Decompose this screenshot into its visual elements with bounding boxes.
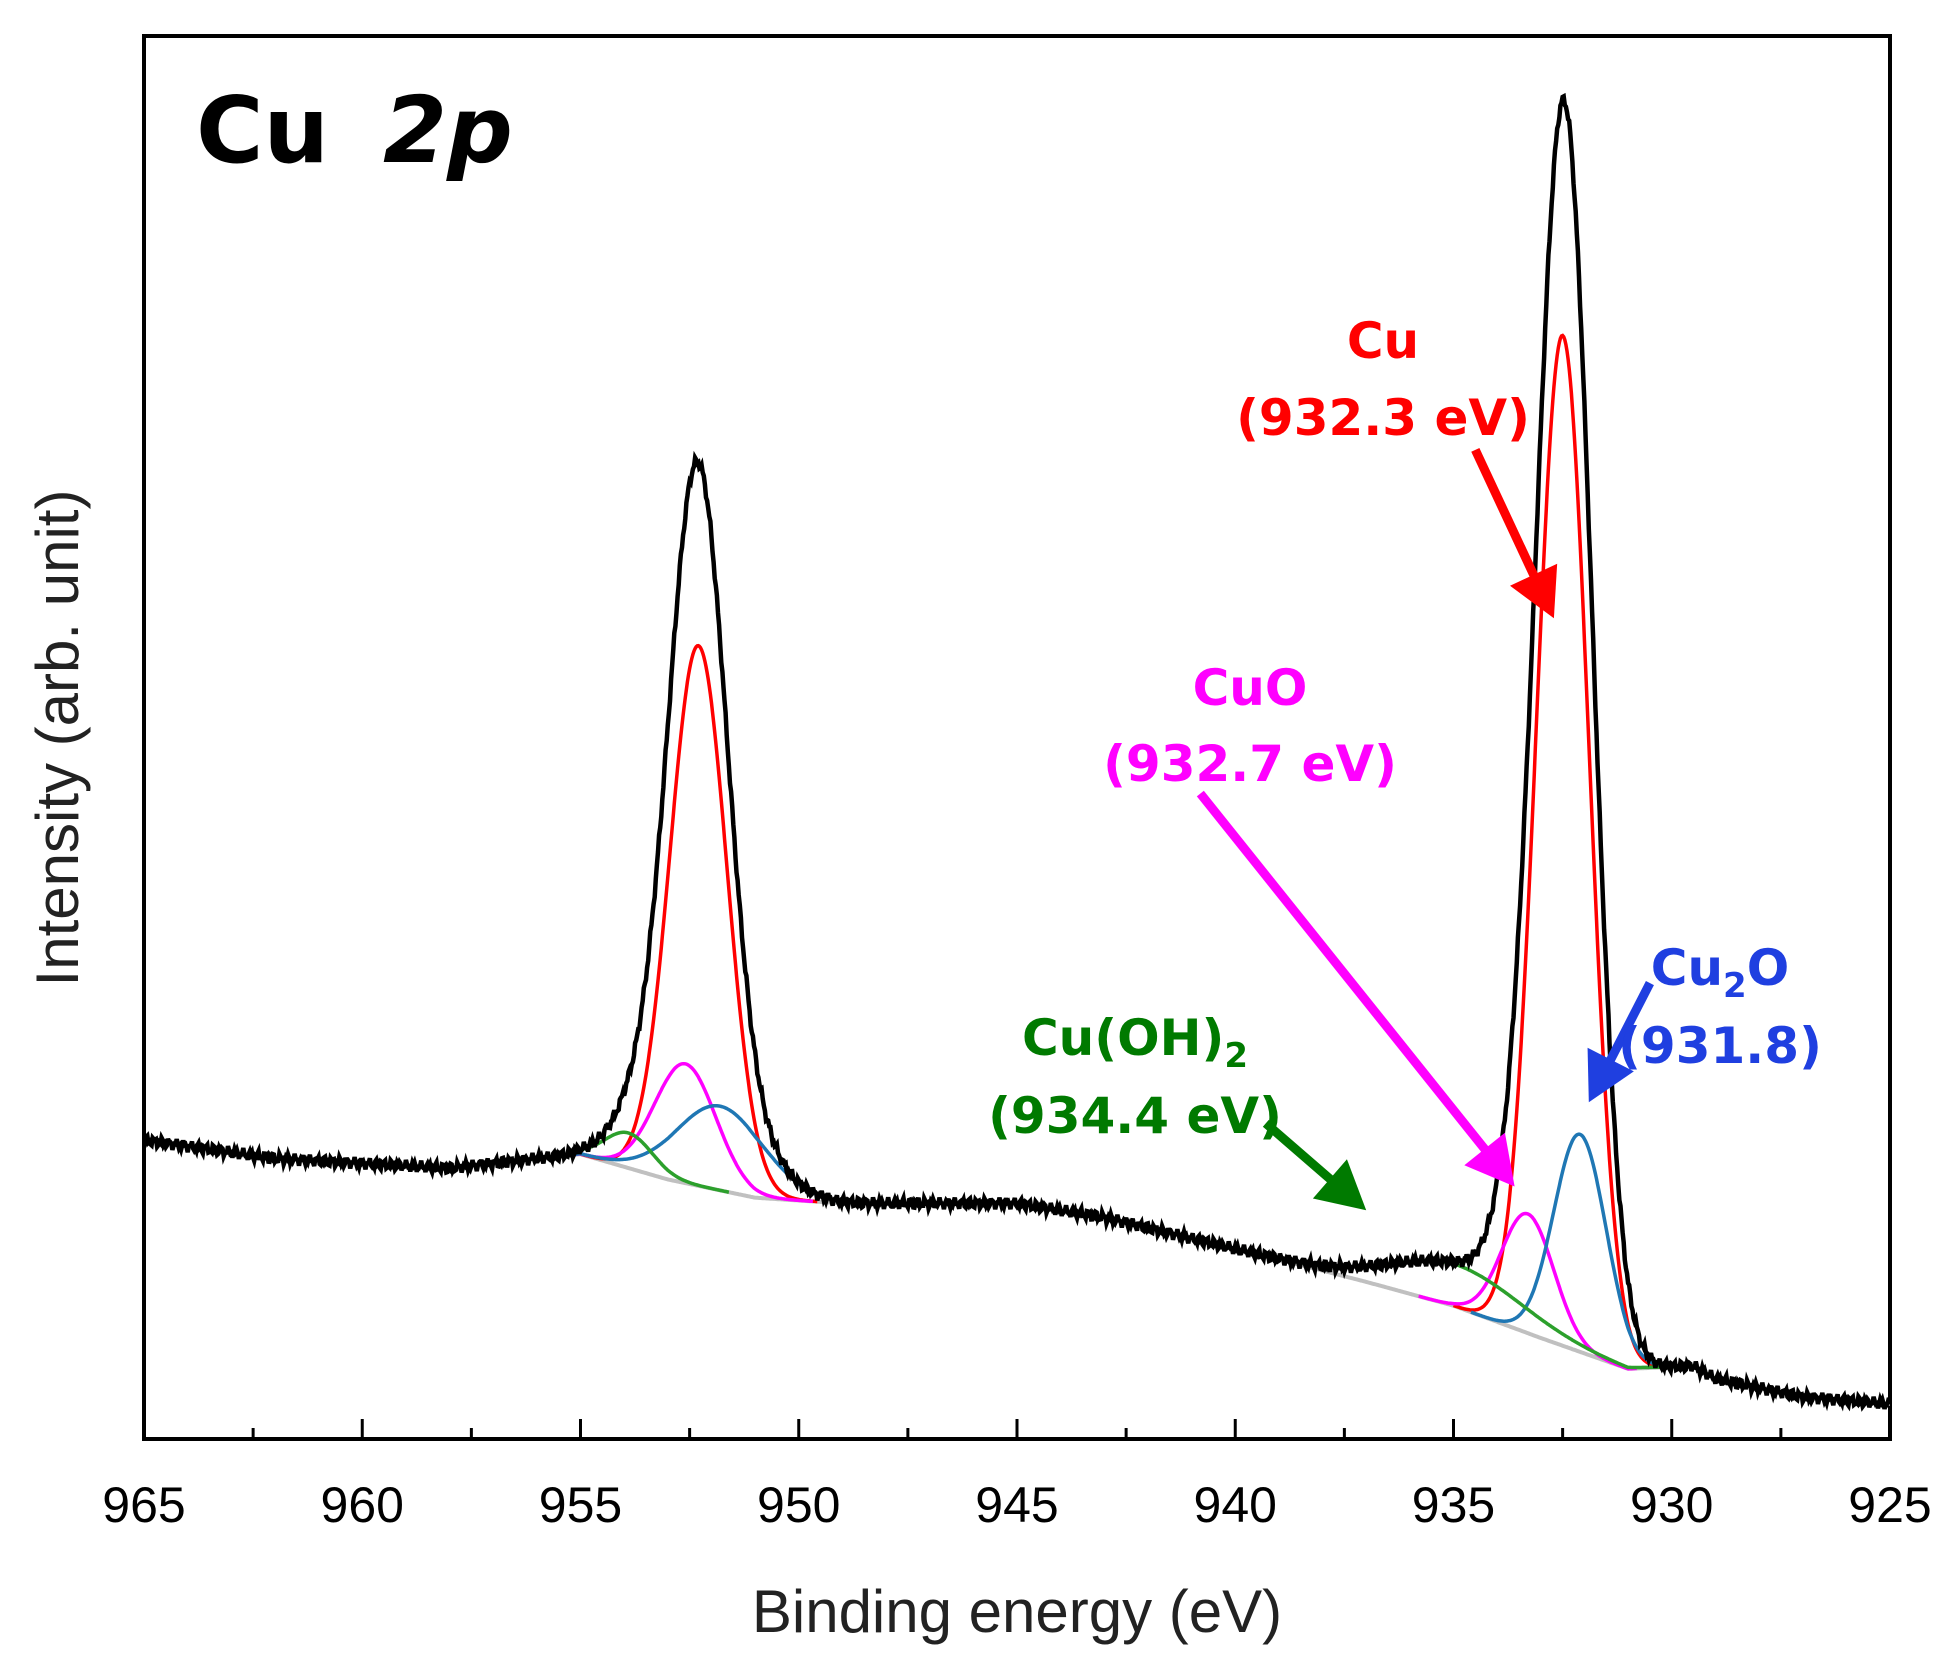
arrow-shaft [1471, 447, 1540, 581]
chart-title-orbital: 2p [383, 77, 513, 184]
arrow-cu [1471, 447, 1558, 619]
arrow-head [1464, 1132, 1515, 1187]
arrow-head [1587, 1047, 1634, 1103]
arrow-head [1510, 563, 1558, 619]
x-axis-tick-labels: 965 960 955 950 945 940 935 930 925 [102, 1477, 1931, 1533]
chart-title-element: Cu [196, 77, 329, 184]
x-tick-label: 925 [1848, 1477, 1931, 1533]
x-tick-label: 935 [1412, 1477, 1495, 1533]
annotation-cuoh2-label: Cu(OH)2 [1022, 1009, 1248, 1076]
annotation-cu-label: Cu [1347, 312, 1419, 370]
x-axis-ticks [142, 1419, 1892, 1439]
component-cuo-line [1418, 1211, 1637, 1371]
arrow-shaft [1196, 790, 1491, 1155]
arrow-cu2o [1587, 980, 1654, 1103]
annotation-cu-energy: (932.3 eV) [1236, 389, 1530, 447]
x-tick-label: 940 [1194, 1477, 1277, 1533]
envelope-line [144, 92, 1890, 1412]
y-axis-label: Intensity (arb. unit) [24, 490, 91, 987]
x-tick-label: 960 [321, 1477, 404, 1533]
arrow-shaft [1262, 1119, 1336, 1185]
annotation-cu2o-energy: (931.8) [1618, 1017, 1822, 1075]
x-tick-label: 950 [757, 1477, 840, 1533]
annotation-cuoh2-base: Cu(OH) [1022, 1009, 1224, 1067]
x-tick-label: 965 [102, 1477, 185, 1533]
chart-title: Cu 2p [196, 77, 513, 184]
annotation-cuo-energy: (932.7 eV) [1103, 735, 1397, 793]
annotation-cuoh2-energy: (934.4 eV) [988, 1087, 1282, 1145]
x-tick-label: 955 [539, 1477, 622, 1533]
arrow-head [1312, 1159, 1367, 1211]
x-tick-label: 945 [975, 1477, 1058, 1533]
annotation-cu2o-subscript: 2 [1723, 966, 1747, 1006]
annotation-cu2o-suffix: O [1747, 939, 1790, 997]
annotation-cuo-label: CuO [1193, 659, 1308, 717]
curves [144, 92, 1890, 1412]
annotation-arrows [1196, 447, 1654, 1211]
x-axis-label: Binding energy (eV) [752, 1578, 1282, 1645]
arrow-cuo [1196, 790, 1515, 1187]
annotation-cu2o-base: Cu [1651, 939, 1723, 997]
annotation-cuoh2-subscript: 2 [1224, 1036, 1248, 1076]
component-cu-line [1452, 333, 1672, 1369]
x-tick-label: 930 [1630, 1477, 1713, 1533]
annotation-cu2o-label: Cu2O [1651, 939, 1789, 1006]
arrow-cuoh2 [1262, 1119, 1367, 1211]
arrow-shaft [1604, 980, 1654, 1066]
plot-frame [142, 34, 1892, 1441]
